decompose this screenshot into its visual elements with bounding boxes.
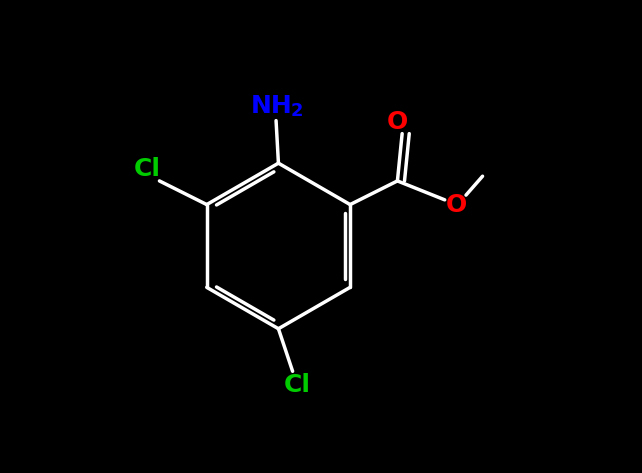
- Text: Cl: Cl: [134, 157, 161, 181]
- Text: Cl: Cl: [284, 374, 311, 397]
- Text: 2: 2: [290, 102, 302, 120]
- Text: O: O: [446, 193, 467, 217]
- Text: NH: NH: [250, 95, 292, 118]
- Text: O: O: [386, 110, 408, 134]
